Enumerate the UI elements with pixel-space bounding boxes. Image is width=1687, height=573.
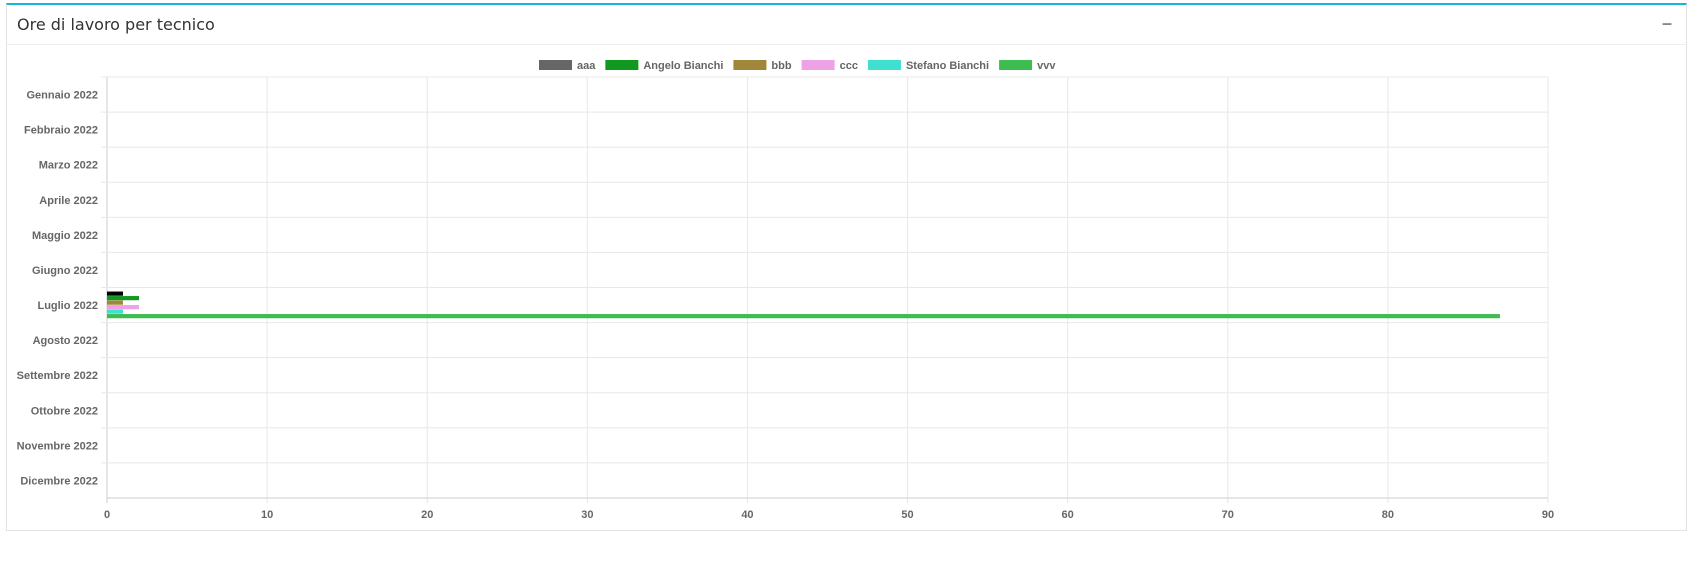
y-tick-label: Aprile 2022 xyxy=(39,195,98,207)
bar-bbb xyxy=(107,300,124,305)
y-tick-label: Febbraio 2022 xyxy=(24,125,98,137)
legend-swatch xyxy=(801,60,835,70)
bar-stefano-bianchi xyxy=(107,309,124,314)
x-tick-label: 10 xyxy=(261,509,273,521)
legend-label: ccc xyxy=(840,60,858,72)
bar-vvv xyxy=(107,314,1500,319)
x-tick-label: 80 xyxy=(1382,509,1394,521)
bar-aaa xyxy=(107,291,124,296)
legend-swatch xyxy=(999,60,1033,70)
bar-angelo-bianchi xyxy=(107,296,140,301)
legend-swatch xyxy=(733,60,767,70)
panel-title: Ore di lavoro per tecnico xyxy=(17,15,215,34)
y-tick-label: Giugno 2022 xyxy=(32,265,98,277)
y-tick-label: Agosto 2022 xyxy=(33,335,98,347)
x-tick-label: 0 xyxy=(104,509,110,521)
legend-label: Angelo Bianchi xyxy=(643,60,723,72)
panel-header: Ore di lavoro per tecnico – xyxy=(7,5,1686,45)
x-tick-label: 60 xyxy=(1062,509,1074,521)
x-tick-label: 30 xyxy=(581,509,593,521)
y-tick-label: Ottobre 2022 xyxy=(31,405,98,417)
y-tick-label: Dicembre 2022 xyxy=(20,475,98,487)
x-tick-label: 90 xyxy=(1542,509,1554,521)
y-tick-label: Marzo 2022 xyxy=(39,160,98,172)
y-tick-label: Luglio 2022 xyxy=(37,300,98,312)
minus-icon[interactable]: – xyxy=(1661,13,1672,33)
x-tick-label: 70 xyxy=(1222,509,1234,521)
y-tick-label: Maggio 2022 xyxy=(32,230,98,242)
legend-swatch xyxy=(867,60,901,70)
x-tick-label: 40 xyxy=(741,509,753,521)
x-tick-label: 20 xyxy=(421,509,433,521)
y-tick-label: Gennaio 2022 xyxy=(26,90,98,102)
x-tick-label: 50 xyxy=(901,509,913,521)
legend-swatch xyxy=(605,60,639,70)
legend-label: Stefano Bianchi xyxy=(906,60,989,72)
legend-label: aaa xyxy=(577,60,596,72)
legend-label: vvv xyxy=(1037,60,1056,72)
chart-panel: Ore di lavoro per tecnico – xyxy=(6,3,1687,531)
y-tick-label: Novembre 2022 xyxy=(17,440,98,452)
legend-label: bbb xyxy=(771,60,791,72)
legend-swatch xyxy=(539,60,572,70)
bar-ccc xyxy=(107,305,140,310)
y-tick-label: Settembre 2022 xyxy=(17,370,98,382)
